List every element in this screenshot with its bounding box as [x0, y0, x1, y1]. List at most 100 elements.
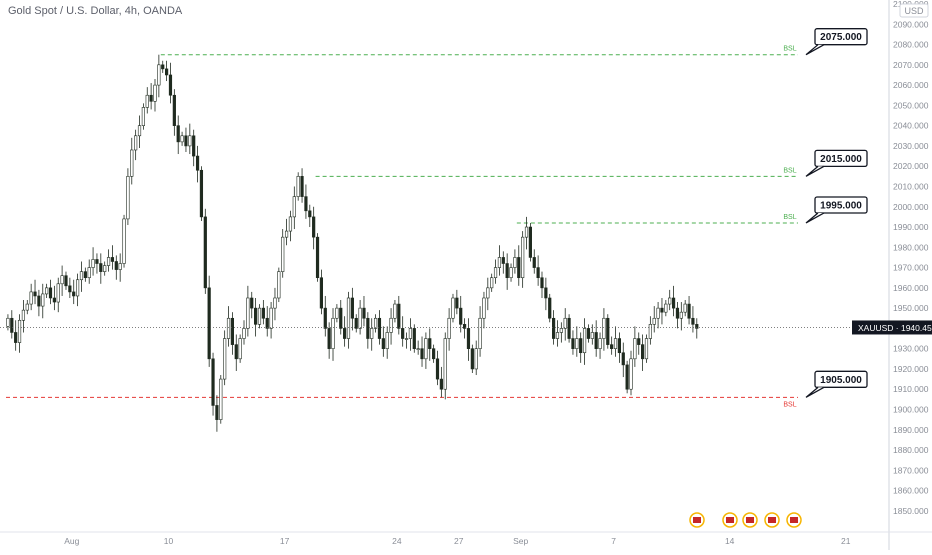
candle-body-down: [401, 328, 405, 339]
price-tick-label: 2010.000: [893, 181, 929, 191]
candle-body-up: [524, 226, 529, 238]
candle-body-down: [149, 94, 153, 102]
candle-body-down: [435, 358, 440, 380]
candle-body-up: [41, 293, 45, 307]
price-tick-label: 2020.000: [893, 161, 929, 171]
candle-body-up: [370, 328, 374, 339]
price-tick-label: 1880.000: [893, 445, 929, 455]
liquidity-levels: BSL BSL BSL BSL: [6, 46, 798, 408]
candle-body-up: [157, 64, 161, 86]
candle-body-up: [106, 257, 111, 266]
candle-body-up: [598, 338, 602, 349]
candle-body-up: [629, 358, 633, 390]
callout-box[interactable]: [814, 149, 868, 167]
candle-body-up: [664, 303, 668, 313]
price-callouts: 2075.000 2015.000 1995.000 1905.000: [805, 28, 868, 398]
candle-series: [6, 54, 699, 432]
price-tick-label: 1930.000: [893, 344, 929, 354]
time-axis[interactable]: Aug 10 17 24 27 Sep 7 14 21: [64, 536, 851, 546]
callout-pointer: [805, 44, 825, 56]
candle-body-up: [153, 84, 157, 102]
candle-body-down: [528, 226, 532, 258]
candle-body-up: [141, 107, 145, 126]
candle-body-down: [350, 297, 354, 319]
candle-body-down: [532, 257, 536, 268]
candle-body-down: [459, 307, 463, 325]
candle-body-up: [335, 307, 339, 319]
candle-body-down: [412, 328, 416, 349]
price-tick-label: 2050.000: [893, 100, 929, 110]
candle-body-up: [288, 216, 293, 232]
candle-body-down: [343, 328, 347, 339]
price-tick-label: 2090.000: [893, 19, 929, 29]
candle-body-down: [462, 324, 467, 329]
time-tick-label: 7: [611, 536, 616, 546]
callout-pointer: [805, 212, 825, 224]
candle-body-up: [555, 332, 560, 339]
flag-stripes-icon: [726, 517, 734, 523]
candle-body-up: [633, 338, 637, 360]
candle-body-up: [497, 257, 502, 268]
candle-body-up: [134, 135, 138, 151]
price-tick-label: 1920.000: [893, 364, 929, 374]
candle-body-down: [606, 317, 610, 345]
candle-body-down: [671, 297, 676, 309]
candle-body-down: [675, 307, 680, 319]
candle-body-up: [486, 287, 490, 299]
price-tick-label: 1960.000: [893, 283, 929, 293]
candle-body-up: [443, 338, 447, 390]
candle-body-up: [424, 338, 428, 360]
candle-body-down: [594, 332, 598, 349]
candle-body-up: [145, 94, 149, 108]
callout-pointer: [805, 165, 825, 177]
level-label: BSL: [783, 401, 796, 408]
callout-box[interactable]: [814, 28, 868, 46]
candle-body-up: [292, 196, 296, 218]
candle-body-up: [226, 317, 231, 339]
candle-body-up: [284, 230, 289, 238]
candle-body-down: [114, 261, 118, 270]
candle-body-down: [428, 338, 432, 349]
candle-body-up: [130, 149, 134, 177]
candle-body-down: [505, 263, 509, 279]
candle-body-down: [250, 297, 254, 309]
callout-box[interactable]: [814, 196, 868, 214]
candle-body-down: [691, 317, 695, 325]
level-label: BSL: [783, 167, 796, 174]
candle-body-up: [683, 303, 687, 313]
candle-body-down: [211, 358, 215, 406]
candle-body-down: [319, 277, 324, 309]
flag-stripes-icon: [768, 517, 776, 523]
candle-body-down: [161, 64, 165, 70]
candle-body-up: [408, 328, 413, 339]
candle-body-down: [254, 307, 258, 325]
candle-body-down: [37, 295, 41, 307]
callout-box[interactable]: [814, 370, 868, 388]
candle-body-down: [339, 307, 343, 329]
candle-body-up: [648, 324, 652, 339]
candle-body-up: [416, 348, 420, 350]
candle-body-up: [656, 307, 660, 319]
candle-body-up: [56, 283, 60, 303]
candle-body-up: [404, 338, 409, 340]
price-tick-label: 1850.000: [893, 506, 929, 516]
candle-body-down: [567, 317, 571, 339]
candle-body-down: [377, 317, 382, 339]
candle-body-down: [637, 338, 641, 345]
candle-body-down: [695, 324, 699, 329]
candle-body-up: [521, 236, 525, 279]
candle-body-down: [168, 74, 173, 96]
candle-body-down: [64, 275, 68, 287]
price-tick-label: 2040.000: [893, 121, 929, 131]
candle-body-down: [439, 378, 443, 390]
candle-body-down: [68, 285, 72, 293]
candle-body-down: [215, 405, 219, 420]
candle-body-down: [610, 344, 614, 349]
candle-body-down: [420, 348, 424, 360]
currency-box[interactable]: [899, 3, 929, 18]
candle-body-up: [331, 317, 335, 349]
candle-body-down: [33, 291, 37, 297]
